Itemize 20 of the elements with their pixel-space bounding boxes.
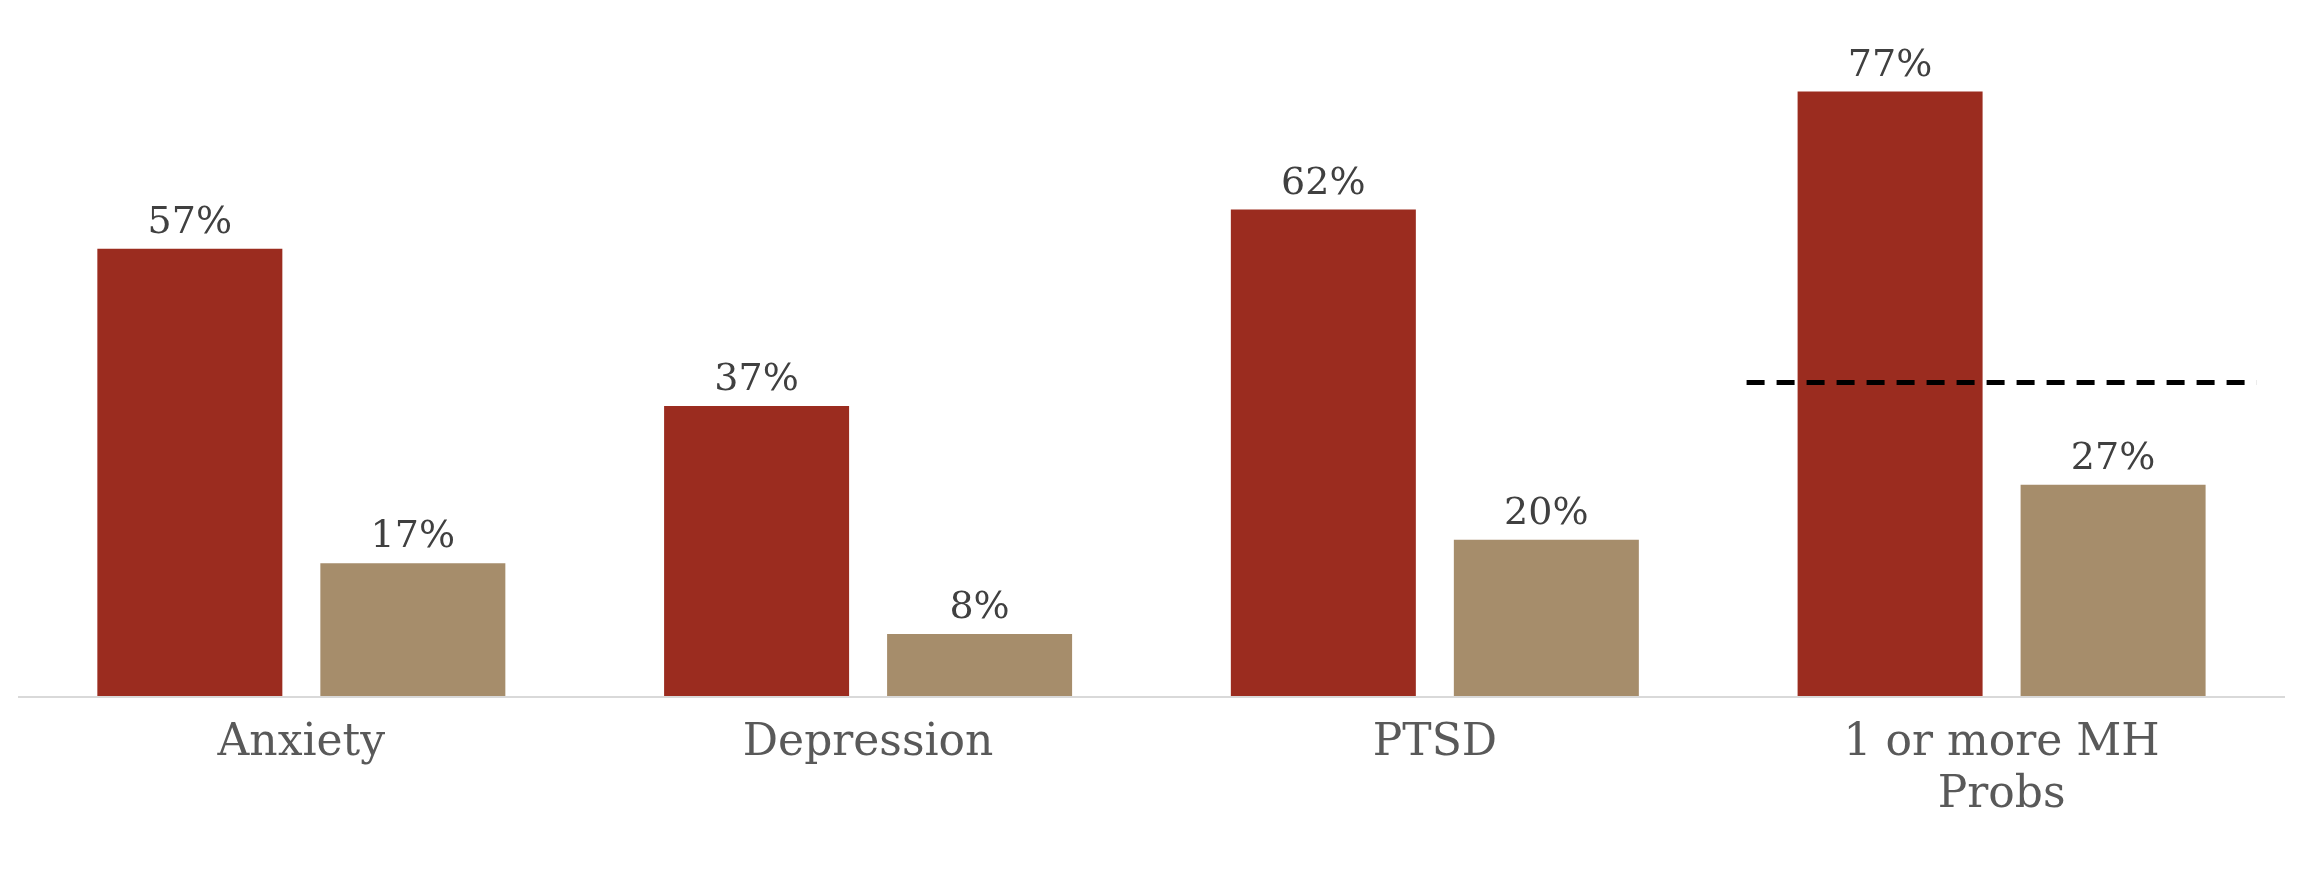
bar <box>320 563 506 697</box>
data-label: 17% <box>370 512 456 557</box>
data-label: 77% <box>1847 40 1933 85</box>
data-label: 37% <box>714 355 799 400</box>
bar <box>1230 209 1416 697</box>
x-tick-label: Depression <box>742 714 994 765</box>
x-tick-label: 1 or more MH Probs <box>1843 714 2160 817</box>
bar <box>1453 539 1639 697</box>
data-label: 20% <box>1504 488 1589 533</box>
data-label: 27% <box>2070 433 2156 478</box>
bar <box>887 634 1073 697</box>
bar <box>97 248 283 697</box>
data-label: 62% <box>1281 158 1366 203</box>
data-label: 57% <box>147 197 233 242</box>
data-label: 8% <box>949 583 1010 628</box>
bar <box>664 406 850 697</box>
x-tick-label: Anxiety <box>216 714 386 765</box>
bar <box>2020 484 2206 697</box>
x-tick-label: PTSD <box>1372 714 1498 765</box>
bar <box>1797 91 1983 697</box>
